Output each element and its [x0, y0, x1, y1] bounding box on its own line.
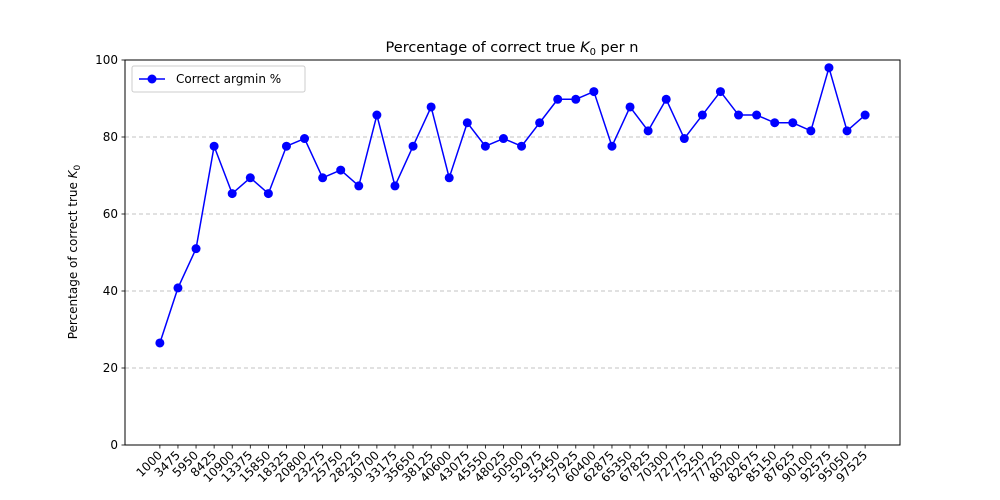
y-axis-label-var: K	[66, 169, 80, 178]
legend-box	[131, 65, 306, 93]
data-point	[209, 141, 219, 151]
y-tick-label: 80	[103, 130, 118, 144]
data-point	[715, 87, 725, 97]
data-point	[462, 118, 472, 128]
data-point	[372, 110, 382, 120]
y-axis-label-prefix: Percentage of correct true	[66, 178, 80, 339]
data-point	[679, 134, 689, 144]
chart-title-sub: 0	[590, 47, 596, 58]
data-point	[806, 126, 816, 136]
y-tick-label: 60	[103, 207, 118, 221]
data-point	[444, 173, 454, 183]
data-point	[770, 118, 780, 128]
data-point	[227, 189, 237, 199]
y-tick-label: 40	[103, 284, 118, 298]
data-point	[661, 94, 671, 104]
data-point	[860, 110, 870, 120]
data-point	[752, 110, 762, 120]
data-point	[842, 126, 852, 136]
legend-entry: Correct argmin %	[176, 72, 281, 86]
data-point	[697, 110, 707, 120]
data-point	[155, 338, 165, 348]
chart-title-suffix: per n	[596, 40, 639, 56]
data-point	[281, 141, 291, 151]
data-point	[517, 141, 527, 151]
data-point	[318, 173, 328, 183]
y-axis-label: Percentage of correct true K0	[66, 164, 83, 339]
data-point	[354, 181, 364, 191]
data-point	[480, 141, 490, 151]
chart-title-var: K	[580, 40, 591, 56]
data-point	[426, 102, 436, 112]
data-point	[824, 63, 834, 73]
data-point	[300, 134, 310, 144]
data-point	[788, 118, 798, 128]
y-axis: 0 20 40 60 80 100	[95, 53, 125, 452]
data-point	[625, 102, 635, 112]
plot-frame	[124, 59, 901, 446]
data-point	[408, 141, 418, 151]
data-point	[245, 173, 255, 183]
data-point	[498, 134, 508, 144]
chart-title: Percentage of correct true K0 per n	[386, 40, 639, 58]
data-point	[553, 94, 563, 104]
chart-title-prefix: Percentage of correct true	[386, 40, 581, 56]
data-point	[589, 87, 599, 97]
data-point	[607, 141, 617, 151]
data-point	[535, 118, 545, 128]
data-point	[191, 244, 201, 254]
y-tick-label: 100	[95, 53, 118, 67]
y-tick-label: 0	[110, 438, 118, 452]
data-point	[390, 181, 400, 191]
x-axis: 1000347559508425109001337515850183252080…	[133, 445, 870, 485]
legend: Correct argmin %	[131, 65, 306, 93]
legend-marker-swatch	[147, 74, 157, 84]
data-points	[155, 63, 870, 348]
data-point	[173, 283, 183, 293]
y-tick-label: 20	[103, 361, 118, 375]
series-line	[159, 66, 866, 344]
series-line-group	[159, 66, 866, 344]
grid-lines	[125, 136, 900, 369]
data-point	[734, 110, 744, 120]
data-point	[336, 165, 346, 175]
data-point	[643, 126, 653, 136]
y-axis-label-sub: 0	[73, 164, 83, 170]
data-point	[571, 94, 581, 104]
data-point	[263, 189, 273, 199]
